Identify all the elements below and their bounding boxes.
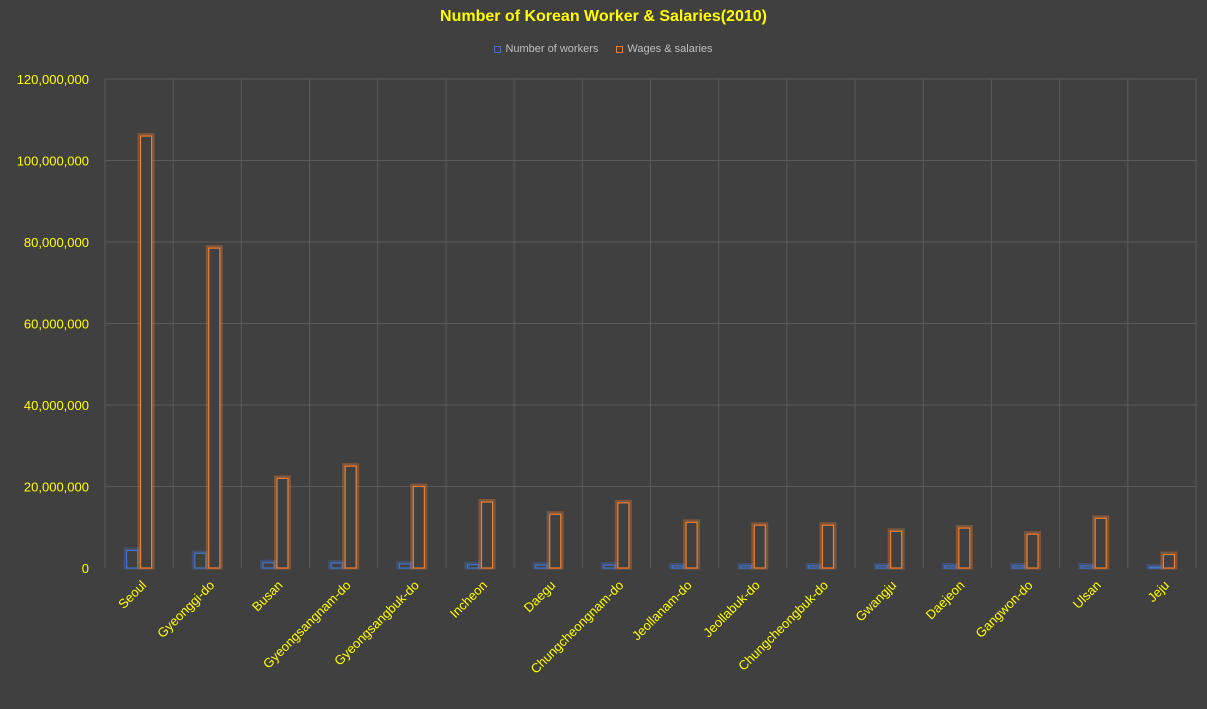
x-tick-label: Jeju xyxy=(1145,578,1172,605)
bar-wages xyxy=(821,524,835,569)
bar-workers xyxy=(330,562,343,569)
bar-wages xyxy=(958,527,971,569)
x-tick-label: Daegu xyxy=(521,578,559,616)
bar-workers xyxy=(876,565,889,569)
x-tick-label: Jeollanam-do xyxy=(629,578,695,644)
x-tick-label: Daejeon xyxy=(923,578,968,623)
legend-label-wages: Wages & salaries xyxy=(627,43,713,55)
bar-workers xyxy=(603,564,616,569)
bar-workers xyxy=(807,565,821,569)
legend-swatch-workers xyxy=(494,45,502,53)
y-tick-label: 80,000,000 xyxy=(24,235,89,250)
bar-wages xyxy=(1162,553,1176,569)
x-tick-label: Gyeonggi-do xyxy=(154,578,217,641)
y-tick-label: 60,000,000 xyxy=(24,317,89,332)
bar-wages xyxy=(1026,533,1039,569)
bar-wages xyxy=(1094,517,1107,569)
bar-wages xyxy=(276,477,289,569)
bar-workers xyxy=(535,564,548,569)
bar-wages xyxy=(617,502,630,569)
x-tick-label: Gangwon-do xyxy=(972,578,1035,641)
legend: Number of workers Wages & salaries xyxy=(0,43,1207,55)
bar-workers xyxy=(1148,566,1162,569)
bar-wages xyxy=(890,530,903,569)
bar-wages xyxy=(344,465,357,569)
bar-workers xyxy=(398,563,411,569)
bar-wages xyxy=(549,513,562,569)
legend-item-workers: Number of workers xyxy=(494,43,598,55)
bar-wages xyxy=(139,135,153,569)
x-tick-label: Incheon xyxy=(447,578,490,621)
bar-workers xyxy=(1080,565,1093,569)
x-tick-label: Jeollabuk-do xyxy=(700,578,763,641)
y-tick-label: 120,000,000 xyxy=(17,72,89,87)
legend-label-workers: Number of workers xyxy=(505,43,599,55)
x-tick-label: Busan xyxy=(249,578,286,615)
legend-item-wages: Wages & salaries xyxy=(616,43,713,55)
bar-wages xyxy=(412,485,425,569)
x-tick-label: Ulsan xyxy=(1070,578,1104,612)
bar-workers xyxy=(671,565,684,569)
y-tick-label: 40,000,000 xyxy=(24,398,89,413)
bar-wages xyxy=(480,501,494,569)
bar-workers xyxy=(125,549,139,569)
bar-wages xyxy=(208,247,221,569)
bar-workers xyxy=(1012,565,1025,569)
legend-swatch-wages xyxy=(616,45,624,53)
bar-wages xyxy=(753,524,766,569)
y-tick-label: 0 xyxy=(82,561,89,576)
bar-workers xyxy=(194,552,207,569)
y-tick-label: 20,000,000 xyxy=(24,480,89,495)
bar-wages xyxy=(685,521,698,569)
y-tick-label: 100,000,000 xyxy=(17,154,89,169)
bar-workers xyxy=(944,565,957,569)
x-tick-label: Gwangju xyxy=(852,578,899,625)
chart-title: Number of Korean Worker & Salaries(2010) xyxy=(440,8,767,25)
x-tick-label: Seoul xyxy=(115,577,149,611)
bar-workers xyxy=(739,565,752,569)
bar-workers xyxy=(466,564,480,569)
bar-workers xyxy=(262,562,275,569)
